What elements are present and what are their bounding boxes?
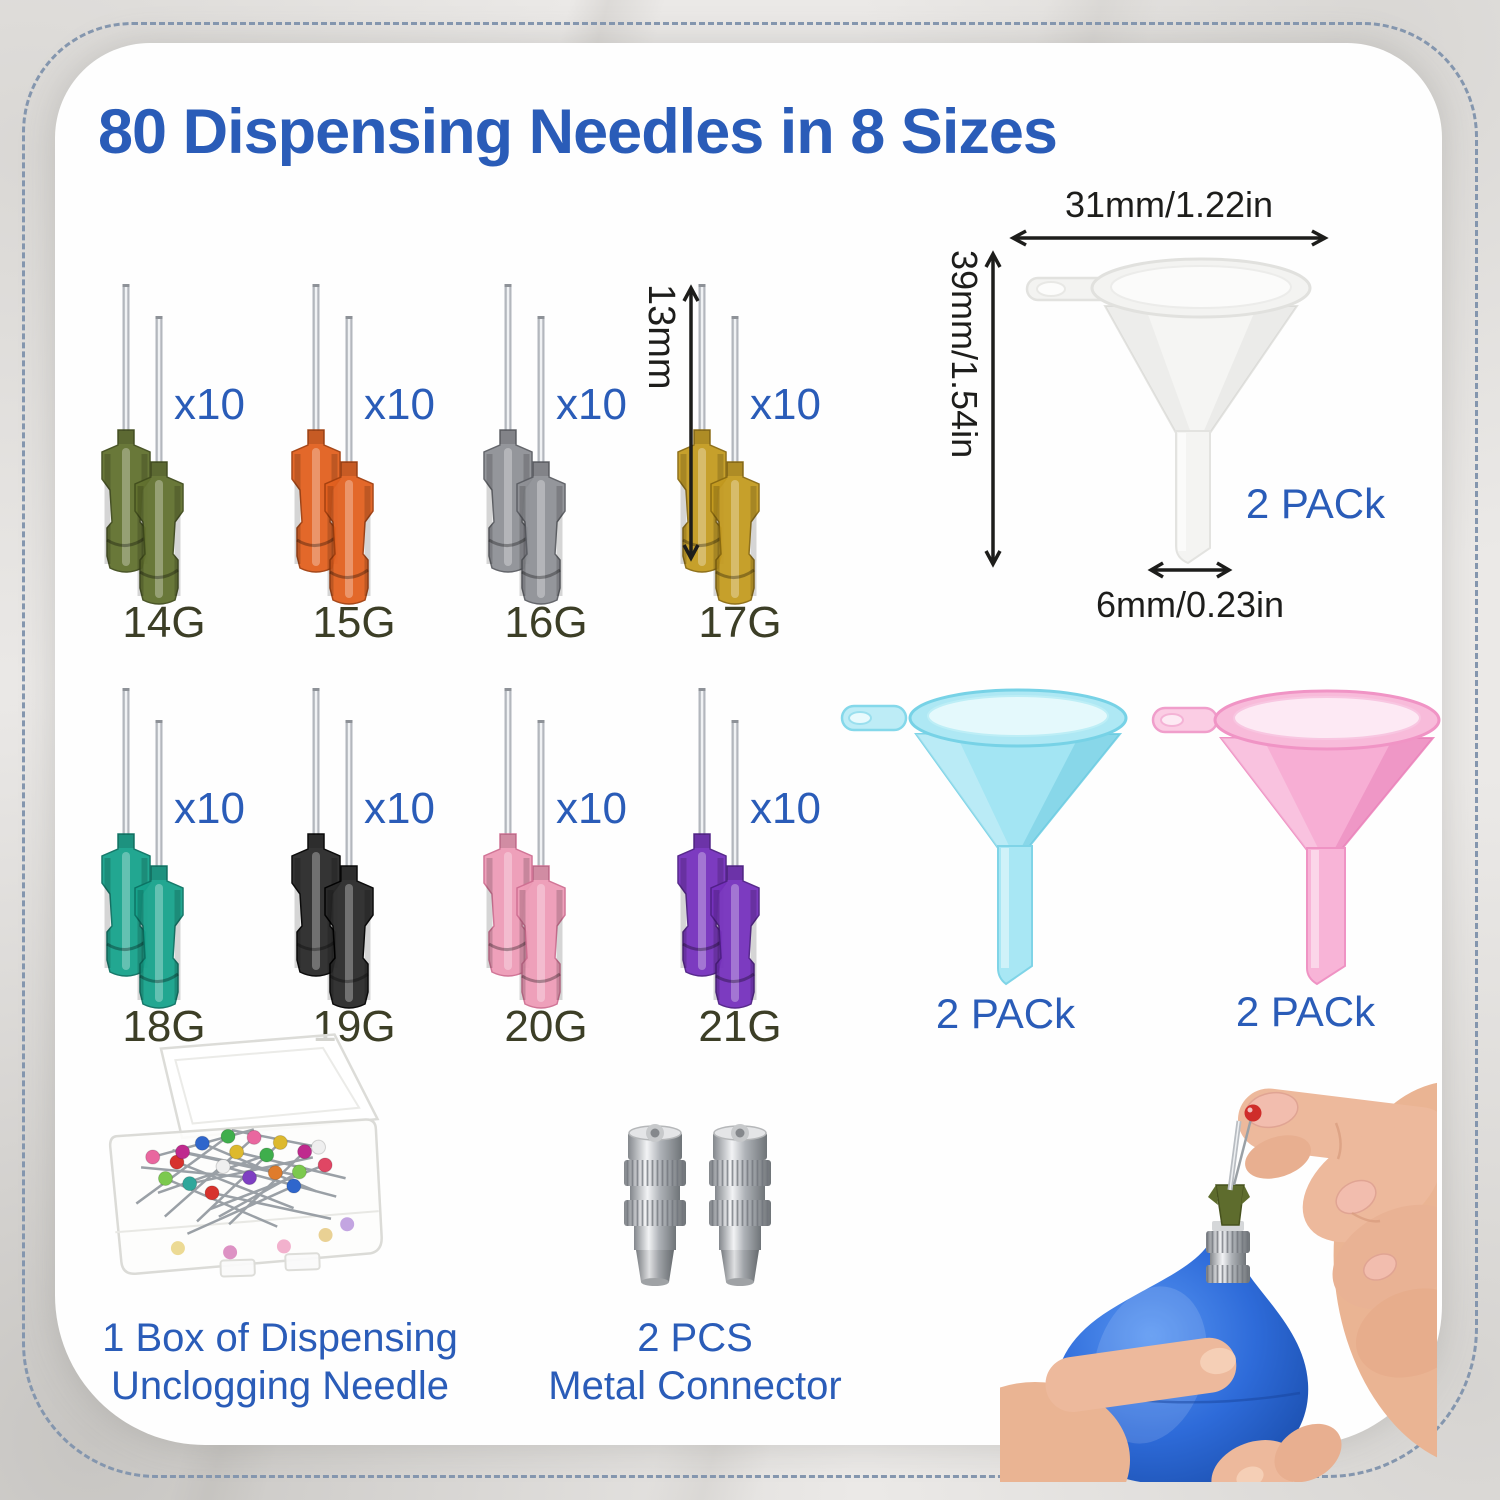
- needle-gauge-label: 20G: [504, 1002, 588, 1051]
- needle-back: [483, 284, 533, 573]
- needle-on-bulb: [1206, 1104, 1262, 1283]
- white-funnel-pack-label: 2 PACk: [1245, 480, 1386, 527]
- box-caption-line2: Unclogging Needle: [110, 1364, 449, 1408]
- upper-hand: [1237, 1080, 1437, 1470]
- needle-group-21g: x10 21G: [664, 686, 876, 1058]
- metal-connectors-image: [624, 1124, 771, 1286]
- funnel-stem-label: 6mm/0.23in: [1095, 584, 1285, 625]
- needle-pair-image: [483, 284, 566, 605]
- needle-gauge-label: 15G: [312, 598, 396, 647]
- needle-length-label: 13mm: [640, 284, 682, 390]
- funnel-height-label: 39mm/1.54in: [944, 250, 985, 459]
- needle-pair-image: [483, 688, 566, 1009]
- funnel-width-label: 31mm/1.22in: [1064, 184, 1274, 225]
- white-funnel-image: [1025, 257, 1312, 565]
- horizontal-arrow-icon: [1009, 229, 1329, 247]
- needle-pair-image: [291, 284, 374, 605]
- needle-qty-label: x10: [364, 784, 435, 833]
- needle-qty-label: x10: [556, 380, 627, 429]
- needle-group-18g: x10 18G: [88, 686, 300, 1058]
- box-caption: 1 Box of Dispensing Unclogging Needle: [75, 1314, 485, 1410]
- needle-pair-image: [291, 688, 374, 1009]
- needle-pair-image: [101, 284, 184, 605]
- horizontal-arrow-icon: [1147, 561, 1233, 579]
- needle-group-15g: x10 15G: [278, 282, 490, 654]
- pins-shafts: [135, 1128, 346, 1235]
- metal-connector-2: [709, 1124, 771, 1286]
- connector-caption: 2 PCS Metal Connector: [490, 1314, 900, 1410]
- needle-group-14g: x10 14G: [88, 282, 300, 654]
- needle-group-20g: x10 20G: [470, 686, 682, 1058]
- connector-caption-line2: Metal Connector: [548, 1364, 842, 1408]
- unclogging-needle-box-image: [108, 1033, 383, 1278]
- needle-gauge-label: 17G: [698, 598, 782, 647]
- needle-group-17g: x10 17G: [664, 282, 876, 654]
- unclogging-pin-head: [1244, 1104, 1262, 1122]
- usage-photo: [1000, 1080, 1437, 1482]
- needle-front: [324, 720, 374, 1009]
- needle-front: [710, 720, 760, 1009]
- needle-row-2: x10 18G: [0, 686, 1500, 1058]
- needle-gauge-label: 18G: [122, 1002, 206, 1051]
- blue-funnel-pack-label: 2 PACk: [935, 990, 1076, 1037]
- funnel-height-dimension: 39mm/1.54in: [944, 250, 1002, 568]
- pink-funnel-pack-label: 2 PACk: [1235, 988, 1376, 1035]
- needle-length-dimension: 13mm: [640, 284, 700, 562]
- metal-connector-1: [624, 1124, 686, 1286]
- needle-front: [516, 316, 566, 605]
- needle-qty-label: x10: [556, 784, 627, 833]
- funnel-stem-dimension: 6mm/0.23in: [1096, 560, 1284, 626]
- funnel-width-dimension: 31mm/1.22in: [1008, 184, 1330, 248]
- needle-row-1: x10 14G: [0, 282, 1500, 654]
- needle-pair-image: [101, 688, 184, 1009]
- needle-front: [710, 316, 760, 605]
- dashed-border: [22, 22, 1478, 1478]
- needle-qty-label: x10: [174, 380, 245, 429]
- needle-gauge-label: 14G: [122, 598, 206, 647]
- unclogging-pin-shaft: [1232, 1118, 1253, 1186]
- page-title: 80 Dispensing Needles in 8 Sizes: [98, 97, 1058, 167]
- box-caption-line1: 1 Box of Dispensing: [102, 1316, 458, 1360]
- needle-group-19g: x10 19G: [278, 686, 490, 1058]
- needle-front: [134, 316, 184, 605]
- vertical-arrow-icon: [984, 250, 1002, 568]
- needle-gauge-label: 16G: [504, 598, 588, 647]
- needle-pair-image: [677, 688, 760, 1009]
- needle-front: [516, 720, 566, 1009]
- pins-heads: [145, 1128, 333, 1201]
- needle-back: [291, 688, 341, 977]
- needle-qty-label: x10: [750, 784, 821, 833]
- needle-qty-label: x10: [174, 784, 245, 833]
- needle-qty-label: x10: [750, 380, 821, 429]
- lower-hand: [1000, 1337, 1342, 1482]
- needle-back: [677, 688, 727, 977]
- needle-group-16g: x10 16G: [470, 282, 682, 654]
- connector-caption-line1: 2 PCS: [637, 1316, 753, 1360]
- needle-front: [134, 720, 184, 1009]
- pins-heads-through-plastic: [170, 1217, 355, 1260]
- blue-funnel-image: [840, 688, 1128, 986]
- pink-funnel-image: [1151, 689, 1441, 986]
- needle-front: [324, 316, 374, 605]
- needle-gauge-label: 21G: [698, 1002, 782, 1051]
- needle-qty-label: x10: [364, 380, 435, 429]
- vertical-arrow-icon: [682, 284, 700, 562]
